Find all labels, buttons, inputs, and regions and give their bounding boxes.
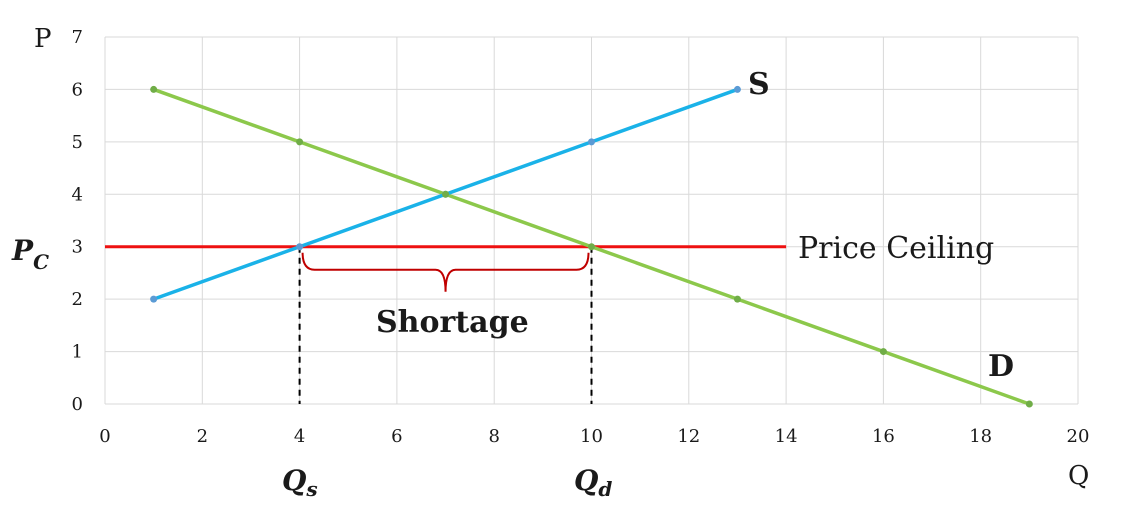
data-point <box>296 138 304 146</box>
y-tick-label: 2 <box>72 289 83 310</box>
y-tick-label: 3 <box>72 237 83 258</box>
data-point <box>733 295 741 303</box>
x-tick-label: 6 <box>391 426 402 447</box>
x-tick-label: 14 <box>775 426 798 447</box>
y-tick-label: 6 <box>72 79 83 100</box>
data-point <box>588 138 595 146</box>
data-point <box>150 295 158 303</box>
x-tick-label: 16 <box>872 426 895 447</box>
x-tick-label: 10 <box>580 426 603 447</box>
pc-main: P <box>11 234 34 267</box>
price-ceiling-label: Price Ceiling <box>798 231 994 266</box>
shortage-brace <box>301 252 590 292</box>
y-tick-label: 4 <box>72 184 83 205</box>
data-point <box>879 348 887 356</box>
y-tick-label: 1 <box>72 342 83 363</box>
pc-label: PC <box>11 234 49 274</box>
x-tick-label: 2 <box>197 426 208 447</box>
x-tick-label: 8 <box>488 426 499 447</box>
qd-sub: d <box>598 477 612 501</box>
x-tick-label: 4 <box>294 426 305 447</box>
qd-main: Q <box>574 464 598 497</box>
data-point <box>1025 400 1033 408</box>
y-tick-label: 7 <box>72 27 83 48</box>
x-tick-label: 20 <box>1067 426 1090 447</box>
qs-main: Q <box>282 464 306 497</box>
data-point <box>442 190 450 198</box>
y-tick-label: 0 <box>72 394 83 415</box>
demand-label: D <box>988 349 1014 384</box>
data-point <box>588 243 595 251</box>
qs-label: Qs <box>282 464 318 501</box>
data-point <box>733 85 741 93</box>
x-tick-label: 12 <box>677 426 700 447</box>
y-axis-label: P <box>34 24 52 54</box>
x-tick-label: 18 <box>969 426 992 447</box>
shortage-label: Shortage <box>376 305 529 340</box>
data-markers <box>150 85 1033 408</box>
y-tick-label: 5 <box>72 132 83 153</box>
x-axis-label: Q <box>1068 461 1089 491</box>
data-point <box>296 243 304 251</box>
supply-label: S <box>748 67 770 102</box>
qd-label: Qd <box>574 464 612 501</box>
data-point <box>150 85 158 93</box>
qs-sub: s <box>305 477 317 501</box>
pc-sub: C <box>33 250 49 274</box>
x-tick-label: 0 <box>99 426 110 447</box>
